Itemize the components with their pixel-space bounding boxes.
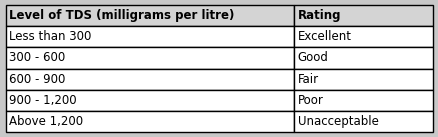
Bar	[293, 68, 432, 89]
Text: Good: Good	[297, 52, 328, 65]
Text: 900 - 1,200: 900 - 1,200	[9, 94, 77, 106]
Text: Rating: Rating	[297, 9, 341, 22]
Bar	[293, 111, 432, 132]
Text: Excellent: Excellent	[297, 31, 351, 43]
Bar	[6, 48, 293, 68]
Bar	[293, 26, 432, 48]
Text: Above 1,200: Above 1,200	[9, 115, 83, 128]
Bar	[6, 26, 293, 48]
Text: Level of TDS (milligrams per litre): Level of TDS (milligrams per litre)	[9, 9, 234, 22]
Text: Unacceptable: Unacceptable	[297, 115, 378, 128]
Bar	[293, 5, 432, 26]
Bar	[6, 89, 293, 111]
Text: Less than 300: Less than 300	[9, 31, 92, 43]
Bar	[6, 5, 293, 26]
Bar	[293, 89, 432, 111]
Bar	[6, 68, 293, 89]
Text: 600 - 900: 600 - 900	[9, 72, 65, 85]
Text: Fair: Fair	[297, 72, 318, 85]
Text: 300 - 600: 300 - 600	[9, 52, 65, 65]
Bar	[293, 48, 432, 68]
Bar	[6, 111, 293, 132]
Text: Poor: Poor	[297, 94, 323, 106]
